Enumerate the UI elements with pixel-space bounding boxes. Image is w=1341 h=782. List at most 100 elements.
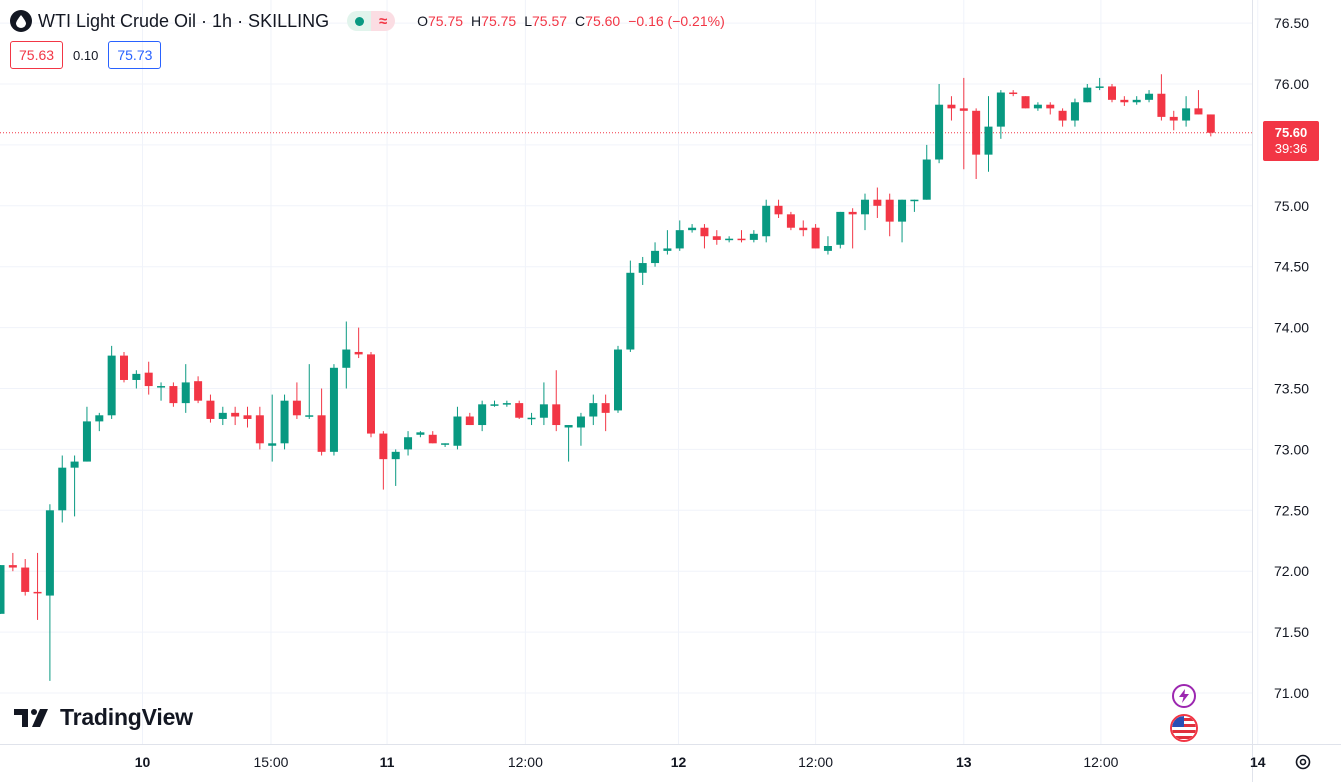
candle-body xyxy=(342,349,351,368)
candle-body xyxy=(218,412,227,419)
quote-row: 75.63 0.10 75.73 xyxy=(10,41,162,69)
candle-up xyxy=(651,242,660,267)
candle-down xyxy=(972,108,981,180)
candle-down xyxy=(786,211,795,231)
candle-down xyxy=(169,382,178,407)
candle-up xyxy=(132,370,141,389)
candle-up xyxy=(935,84,944,164)
price-tick-label: 72.00 xyxy=(1274,563,1309,579)
candle-body xyxy=(58,467,67,511)
candle-up xyxy=(922,144,931,200)
candle-up xyxy=(70,455,79,517)
candle-down xyxy=(873,187,882,218)
candle-down xyxy=(465,412,474,426)
chart-header: WTI Light Crude Oil · 1h · SKILLING ≈ O7… xyxy=(10,9,725,33)
tradingview-logo-text: TradingView xyxy=(60,704,193,730)
lightning-icon[interactable] xyxy=(1172,684,1196,708)
oil-drop-icon xyxy=(10,10,32,32)
candle-up xyxy=(589,394,598,426)
candle-body xyxy=(552,404,561,426)
candle-body xyxy=(823,245,832,251)
candle-down xyxy=(799,220,808,237)
candle-body xyxy=(1070,102,1079,121)
candle-body xyxy=(749,233,758,240)
candle-down xyxy=(712,230,721,245)
change-value: −0.16 (−0.21%) xyxy=(628,13,725,29)
spread-value: 0.10 xyxy=(73,47,99,63)
candle-up xyxy=(478,400,487,432)
candle-up xyxy=(416,431,425,438)
candle-body xyxy=(255,415,264,444)
price-tick-label: 71.00 xyxy=(1274,685,1309,701)
candle-body xyxy=(0,565,5,614)
candle-down xyxy=(379,431,388,490)
chart-grid xyxy=(0,0,1259,744)
candle-body xyxy=(206,400,215,419)
candle-down xyxy=(231,406,240,426)
candle-body xyxy=(539,404,548,418)
tradingview-logo-icon xyxy=(14,708,48,727)
time-axis[interactable]: 10 15:00 11 12:00 12 12:00 13 12:00 14 xyxy=(0,744,1341,771)
candle-down xyxy=(367,351,375,438)
time-tick-label: 12:00 xyxy=(508,754,543,770)
candle-body xyxy=(651,250,660,264)
tradingview-logo[interactable]: TradingView xyxy=(14,704,193,731)
time-tick-label: 12:00 xyxy=(798,754,833,770)
sell-button[interactable]: 75.63 xyxy=(10,41,64,69)
candle-body xyxy=(688,227,697,231)
bar-countdown: 39:36 xyxy=(1274,141,1308,156)
candle-body xyxy=(33,591,42,594)
candle-up xyxy=(564,425,573,462)
candle-body xyxy=(675,230,684,249)
candle-down xyxy=(1169,110,1178,131)
candle-down xyxy=(601,394,610,432)
price-axis[interactable]: 76.5076.0075.5075.0074.5074.0073.5073.00… xyxy=(1252,0,1310,782)
candle-down xyxy=(1120,96,1129,106)
candle-body xyxy=(1009,92,1018,95)
candle-body xyxy=(120,355,128,380)
candle-body xyxy=(564,425,573,428)
gear-icon[interactable] xyxy=(1292,751,1314,773)
candle-up xyxy=(861,193,869,231)
candle-up xyxy=(626,260,635,352)
candle-body xyxy=(861,199,869,215)
candle-body xyxy=(737,238,746,241)
candle-body xyxy=(1206,114,1215,133)
candle-body xyxy=(181,382,190,404)
candle-body xyxy=(984,126,993,155)
candle-down xyxy=(700,224,709,249)
candle-body xyxy=(1083,87,1092,103)
candle-down xyxy=(947,96,956,121)
candle-body xyxy=(428,434,437,444)
market-status-pill[interactable]: ≈ xyxy=(347,11,396,31)
candle-body xyxy=(82,421,91,462)
price-tick-label: 73.00 xyxy=(1274,441,1309,457)
candle-body xyxy=(972,110,981,155)
candle-body xyxy=(935,104,944,160)
candle-body xyxy=(848,211,857,215)
us-flag-icon[interactable] xyxy=(1170,714,1198,742)
time-tick-label: 15:00 xyxy=(253,754,288,770)
candle-down xyxy=(292,382,301,419)
candle-up xyxy=(305,364,314,419)
candle-body xyxy=(786,214,795,228)
candle-body xyxy=(231,412,240,417)
candle-body xyxy=(441,443,450,445)
time-tick-label: 11 xyxy=(380,754,395,770)
buy-button[interactable]: 75.73 xyxy=(108,41,162,69)
candle-body xyxy=(601,403,610,413)
candle-body xyxy=(811,227,820,249)
candle-up xyxy=(898,199,907,243)
candle-up xyxy=(45,504,54,681)
candle-body xyxy=(626,272,635,350)
candle-body xyxy=(712,236,721,240)
candle-down xyxy=(120,351,128,383)
candle-body xyxy=(169,386,178,404)
candle-body xyxy=(305,415,314,417)
time-tick-label: 12:00 xyxy=(1083,754,1118,770)
candle-down xyxy=(1058,108,1067,127)
symbol-title[interactable]: WTI Light Crude Oil · 1h · SKILLING xyxy=(38,10,330,31)
candle-down xyxy=(206,394,215,423)
ohlc-values: O75.75 H75.75 L75.57 C75.60 −0.16 (−0.21… xyxy=(417,13,725,29)
